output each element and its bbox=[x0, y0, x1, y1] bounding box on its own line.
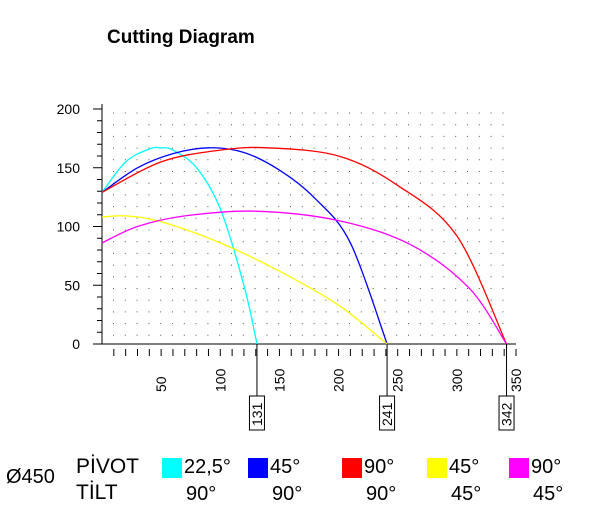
x-tick-label: 150 bbox=[271, 368, 287, 392]
legend-swatch bbox=[509, 458, 529, 478]
legend-tilt-value: 90° bbox=[186, 483, 217, 505]
legend-tilt-value: 90° bbox=[272, 483, 303, 505]
marker-label: 342 bbox=[499, 402, 515, 426]
series-line-1 bbox=[101, 146, 258, 345]
pivot-label: PİVOT bbox=[76, 455, 140, 478]
legend-swatch bbox=[427, 458, 447, 478]
legend-tilt-value: 45° bbox=[533, 483, 564, 505]
legend-pivot-value: 45° bbox=[449, 456, 480, 478]
legend-swatch bbox=[342, 458, 362, 478]
diameter-label: Ø450 bbox=[6, 466, 55, 488]
y-tick-label: 200 bbox=[57, 101, 81, 117]
series-line-5 bbox=[101, 210, 508, 345]
y-tick-label: 150 bbox=[57, 160, 81, 176]
y-tick-label: 50 bbox=[64, 277, 80, 293]
x-tick-label: 200 bbox=[331, 368, 347, 392]
x-tick-label: 350 bbox=[508, 368, 524, 392]
y-tick-label: 100 bbox=[57, 219, 81, 235]
series-line-4 bbox=[101, 215, 388, 345]
legend-swatch bbox=[248, 458, 268, 478]
x-tick-label: 100 bbox=[212, 368, 228, 392]
x-tick-label: 250 bbox=[390, 368, 406, 392]
grid-dots bbox=[113, 112, 504, 336]
marker-label: 241 bbox=[379, 402, 395, 426]
marker-label: 131 bbox=[249, 402, 265, 426]
x-tick-label: 300 bbox=[449, 368, 465, 392]
legend-pivot-value: 22,5° bbox=[184, 456, 231, 478]
y-tick-label: 0 bbox=[72, 336, 80, 352]
marker-box bbox=[498, 395, 515, 431]
chart-title: Cutting Diagram bbox=[107, 27, 255, 48]
marker-box bbox=[248, 395, 265, 431]
legend-swatch bbox=[162, 458, 182, 478]
tilt-label: TİLT bbox=[76, 481, 118, 504]
legend-tilt-value: 90° bbox=[366, 483, 397, 505]
legend-tilt-value: 45° bbox=[451, 483, 482, 505]
legend-pivot-value: 45° bbox=[270, 456, 301, 478]
legend-pivot-value: 90° bbox=[531, 456, 562, 478]
marker-box bbox=[379, 395, 396, 431]
x-tick-label: 50 bbox=[153, 376, 169, 392]
legend-pivot-value: 90° bbox=[364, 456, 395, 478]
series-line-2 bbox=[101, 147, 388, 345]
series-line-3 bbox=[101, 146, 508, 345]
